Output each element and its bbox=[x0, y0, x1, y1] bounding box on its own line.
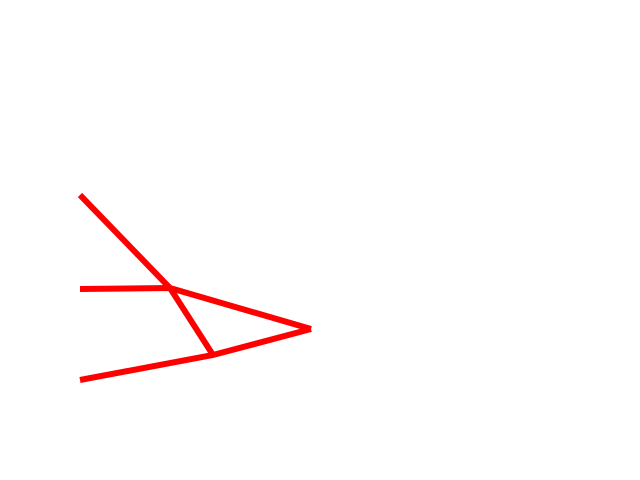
red-line-lower bbox=[79, 326, 312, 383]
red-line-diagonal bbox=[77, 192, 216, 357]
red-line-upper bbox=[79, 284, 312, 332]
